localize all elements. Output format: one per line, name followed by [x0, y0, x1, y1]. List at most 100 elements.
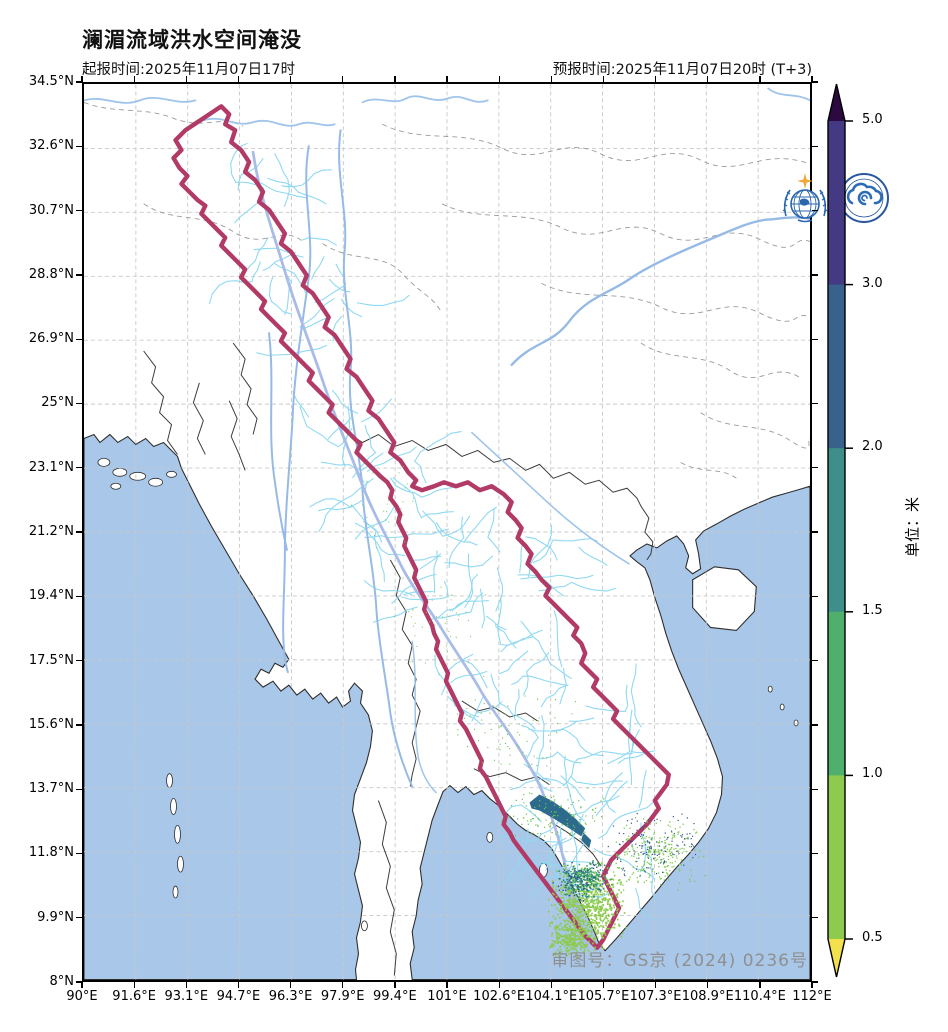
flood-dot [572, 944, 575, 947]
tributary [553, 610, 563, 668]
flood-dot [589, 874, 591, 877]
flood-dot [571, 943, 573, 946]
flood-dot [597, 898, 599, 901]
flood-dot [605, 909, 608, 912]
flood-dot [581, 946, 583, 948]
flood-dot [567, 900, 570, 903]
flood-dot [558, 806, 561, 808]
flood-dot [679, 848, 681, 850]
flood-dot [563, 919, 565, 922]
flood-dot [584, 822, 586, 824]
flood-dot [590, 876, 593, 879]
flood-dot [515, 799, 517, 802]
flood-dot [677, 850, 679, 852]
flood-cluster [457, 695, 576, 772]
flood-dot [568, 869, 570, 872]
flood-dot [571, 938, 573, 941]
flood-dot [580, 941, 583, 944]
flood-dot [554, 698, 556, 701]
flood-cluster [549, 917, 592, 958]
flood-dot [609, 928, 612, 930]
flood-dot [466, 708, 468, 710]
flood-dot [581, 895, 584, 897]
flood-dot [689, 880, 691, 882]
flood-dot [483, 675, 485, 677]
flood-dot [595, 893, 598, 896]
colorbar-segment [828, 284, 845, 449]
tributary [413, 555, 442, 561]
flood-dot [571, 901, 574, 903]
lon-tick-mark [498, 76, 500, 82]
flood-dot [573, 870, 576, 873]
flood-dot [586, 865, 588, 867]
flood-dot [641, 842, 643, 844]
flood-dot [606, 883, 608, 886]
flood-dot [587, 923, 590, 926]
flood-dot [579, 910, 582, 913]
flood-dot [573, 900, 575, 902]
tributary [560, 775, 586, 801]
flood-dot [560, 922, 562, 925]
flood-dot [570, 804, 572, 806]
flood-dot [560, 884, 562, 886]
flood-dot [572, 866, 574, 868]
lat-tick-label: 19.4°N [28, 588, 74, 604]
flood-dot [553, 811, 556, 813]
flood-dot [537, 832, 539, 835]
flood-dot [604, 922, 607, 925]
flood-dot [572, 905, 574, 908]
lon-tick-label: 91.6°E [112, 989, 156, 1004]
tributary [526, 652, 550, 673]
flood-dot [552, 886, 555, 889]
tributary [352, 505, 383, 543]
flood-dot [573, 829, 575, 831]
flood-dot [609, 919, 612, 922]
flood-dot [585, 927, 588, 930]
tributary [576, 574, 594, 580]
flood-dot [651, 837, 654, 840]
flood-dot [650, 848, 652, 850]
flood-dot [592, 905, 594, 908]
flood-dot [570, 891, 573, 894]
flood-dot [562, 900, 565, 902]
flood-dot [569, 875, 571, 878]
flood-dot [678, 831, 680, 833]
flood-dot [552, 816, 554, 818]
lon-tick-mark [654, 982, 657, 988]
flood-dot [643, 852, 645, 855]
flood-dot [571, 910, 574, 912]
flood-dot [687, 838, 689, 840]
flood-dot [561, 935, 564, 938]
salween-river [338, 129, 414, 788]
flood-dot [585, 910, 587, 913]
flood-dot [598, 871, 600, 874]
flood-dot [450, 636, 452, 638]
flood-dot [692, 845, 695, 847]
flood-dot [660, 883, 662, 886]
flood-dot [632, 872, 635, 874]
flood-dot [569, 892, 572, 895]
flood-dot [602, 925, 604, 928]
flood-dot [571, 873, 573, 875]
tributary [470, 592, 484, 613]
flood-dot [572, 912, 575, 914]
flood-dot [703, 855, 705, 858]
colorbar-tick-label: 1.5 [862, 602, 883, 618]
flood-dot [573, 946, 576, 949]
flood-dot [578, 936, 581, 939]
flood-dot [565, 907, 568, 909]
tributary [520, 724, 539, 739]
flood-dot [635, 868, 638, 870]
flood-dot [591, 815, 594, 817]
flood-dot [671, 838, 673, 840]
tributary [392, 477, 422, 519]
agency-logos [778, 172, 890, 226]
lat-tick-mark [812, 274, 818, 276]
flood-dot [577, 875, 580, 877]
flood-dot [623, 833, 625, 835]
flood-dot [592, 860, 594, 862]
flood-dot [576, 904, 579, 907]
flood-dot [584, 867, 586, 870]
flood-dot [636, 865, 638, 867]
map-plot-area: 审图号：GS京 (2024) 0236号 [82, 82, 889, 982]
